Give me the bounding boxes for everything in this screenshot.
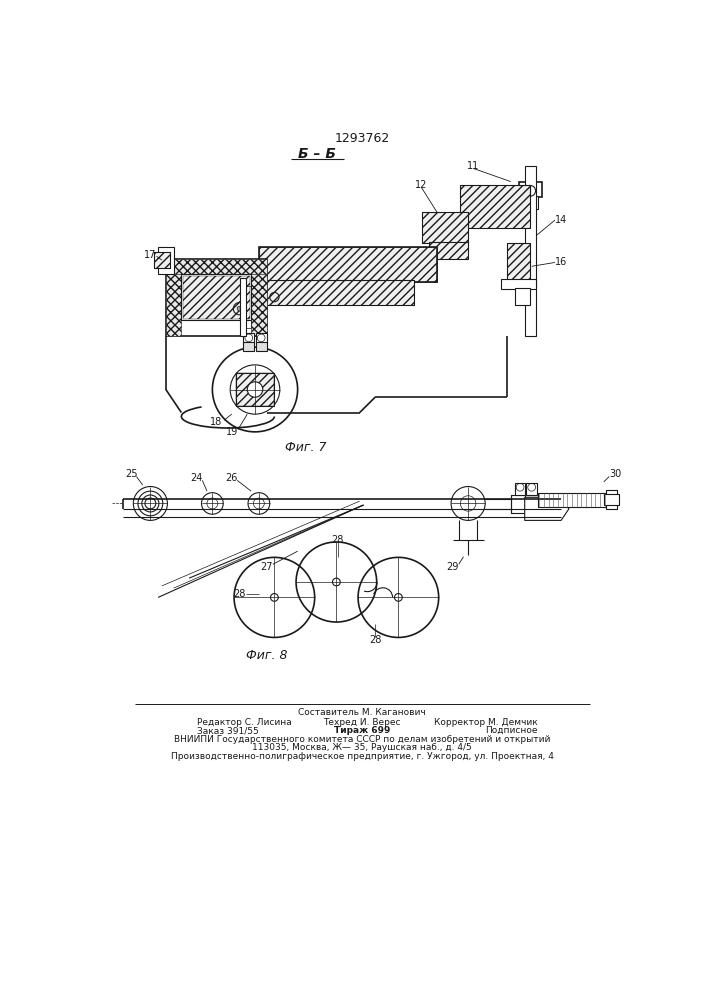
- Circle shape: [271, 594, 279, 601]
- Text: ВНИИПИ Государственного комитета СССР по делам изобретений и открытий: ВНИИПИ Государственного комитета СССР по…: [174, 735, 550, 744]
- Bar: [522, 196, 538, 209]
- Text: Подписное: Подписное: [486, 726, 538, 735]
- Circle shape: [237, 306, 242, 311]
- Bar: [510, 495, 525, 513]
- Bar: [421, 212, 468, 243]
- Circle shape: [395, 594, 402, 601]
- Text: Фиг. 7: Фиг. 7: [285, 441, 326, 454]
- Circle shape: [247, 382, 263, 397]
- Bar: [259, 247, 437, 282]
- Bar: [507, 243, 530, 282]
- Text: Техред И. Верес: Техред И. Верес: [323, 718, 401, 727]
- Text: Б – Б: Б – Б: [298, 147, 336, 161]
- Bar: [166, 259, 267, 274]
- Bar: [251, 274, 267, 336]
- Text: 18: 18: [210, 417, 223, 427]
- Text: 113035, Москва, Ж— 35, Раушская наб., д. 4/5: 113035, Москва, Ж— 35, Раушская наб., д.…: [252, 743, 472, 752]
- Bar: [259, 280, 414, 305]
- Bar: [606, 490, 617, 509]
- Bar: [421, 212, 468, 243]
- Text: 30: 30: [609, 469, 621, 479]
- Bar: [460, 185, 530, 228]
- Text: Заказ 391/55: Заказ 391/55: [197, 726, 259, 735]
- Text: Тираж 699: Тираж 699: [334, 726, 390, 735]
- Bar: [240, 278, 246, 336]
- Bar: [501, 279, 537, 289]
- Text: 28: 28: [233, 589, 246, 599]
- Bar: [259, 280, 414, 305]
- Bar: [182, 274, 251, 320]
- Text: Составитель М. Каганович: Составитель М. Каганович: [298, 708, 426, 717]
- Text: 29: 29: [446, 562, 459, 572]
- Text: 24: 24: [191, 473, 203, 483]
- Text: 16: 16: [555, 257, 567, 267]
- Text: 27: 27: [260, 562, 273, 572]
- Bar: [518, 182, 542, 197]
- Text: 1293762: 1293762: [334, 132, 390, 145]
- Bar: [158, 247, 174, 274]
- Text: 19: 19: [226, 427, 238, 437]
- Text: 14: 14: [555, 215, 567, 225]
- Bar: [243, 333, 255, 343]
- Bar: [526, 483, 537, 495]
- Bar: [183, 276, 250, 319]
- Bar: [259, 247, 437, 282]
- Bar: [256, 333, 267, 343]
- Text: Редактор С. Лисина: Редактор С. Лисина: [197, 718, 291, 727]
- Text: 12: 12: [416, 180, 428, 190]
- Bar: [429, 242, 468, 259]
- Bar: [429, 242, 468, 259]
- Text: 28: 28: [332, 535, 344, 545]
- Text: 28: 28: [369, 635, 381, 645]
- Polygon shape: [525, 497, 569, 520]
- Bar: [604, 494, 619, 505]
- Text: Корректор М. Демчик: Корректор М. Демчик: [434, 718, 538, 727]
- Bar: [235, 373, 274, 406]
- Text: Производственно-полиграфическое предприятие, г. Ужгород, ул. Проектная, 4: Производственно-полиграфическое предприя…: [170, 752, 554, 761]
- Text: 26: 26: [226, 473, 238, 483]
- Bar: [515, 288, 530, 305]
- Bar: [256, 342, 267, 351]
- Bar: [154, 252, 170, 268]
- Text: 17: 17: [144, 250, 156, 260]
- Text: 11: 11: [467, 161, 479, 171]
- Bar: [154, 252, 170, 268]
- Bar: [460, 185, 530, 228]
- Text: 25: 25: [124, 469, 137, 479]
- Bar: [538, 493, 607, 507]
- Bar: [515, 483, 525, 495]
- Text: Фиг. 8: Фиг. 8: [246, 649, 287, 662]
- Bar: [243, 342, 255, 351]
- Bar: [166, 274, 182, 336]
- Bar: [525, 166, 535, 336]
- Bar: [235, 373, 274, 406]
- Circle shape: [332, 578, 340, 586]
- Bar: [166, 259, 267, 336]
- Bar: [247, 286, 251, 328]
- Bar: [507, 243, 530, 282]
